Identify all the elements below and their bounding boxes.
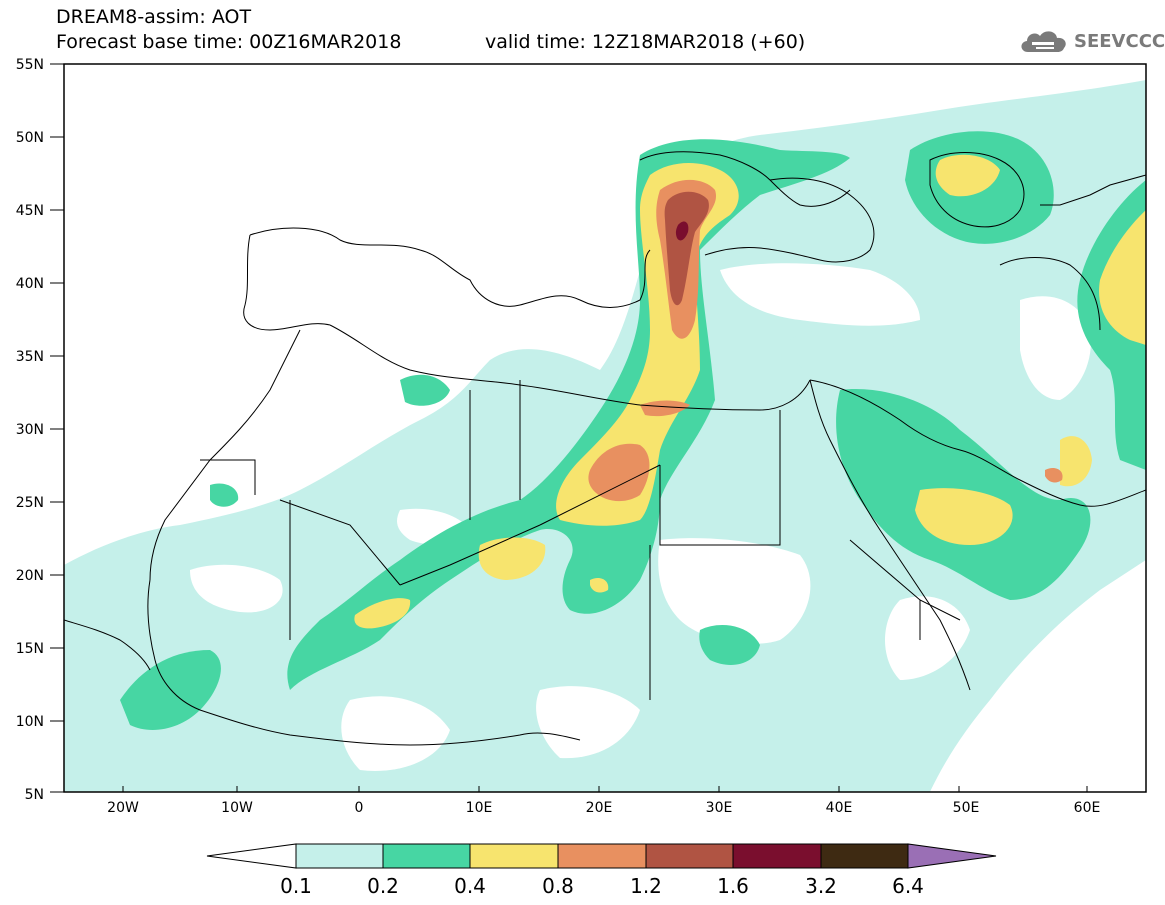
colorbar-box [557,843,647,869]
colorbar-lower-arrow [206,843,297,869]
map-ticks [122,786,1088,792]
valid-time: valid time: 12Z18MAR2018 (+60) [485,31,806,53]
longitude-labels: 20W 10W 0 10E 20E 30E 40E 50E 60E [107,800,1100,816]
lat-label: 30N [16,422,44,438]
colorbar-label: 3.2 [805,874,837,898]
colorbar-label: 1.2 [630,874,662,898]
colorbar-labels: 0.1 0.2 0.4 0.8 1.2 1.6 3.2 6.4 [280,874,924,898]
lat-label: 50N [16,130,44,146]
colorbar-upper-arrow [907,843,997,869]
lat-label: 45N [16,203,44,219]
colorbar-label: 0.1 [280,874,312,898]
lon-label: 20W [107,800,139,816]
colorbar-box [382,843,471,869]
lat-label: 15N [16,641,44,657]
forecast-base-time: Forecast base time: 00Z16MAR2018 [56,31,402,53]
lon-label: 20E [586,800,613,816]
aot-level-1.2 [664,191,709,306]
lon-label: 60E [1074,800,1101,816]
latitude-labels: 55N 50N 45N 40N 35N 30N 25N 20N 15N 10N … [16,57,44,803]
lon-label: 0 [355,800,364,816]
colorbar-box [295,843,384,869]
lon-label: 40E [826,800,853,816]
lat-label: 55N [16,57,44,73]
logo-text: SEEVCCC [1074,30,1165,52]
lat-label: 5N [25,787,44,803]
seevccc-logo: SEEVCCC [1018,26,1165,56]
lon-label: 50E [953,800,980,816]
colorbar-box [469,843,559,869]
lat-ticks [50,63,64,793]
lon-label: 10E [466,800,493,816]
colorbar-label: 1.6 [717,874,749,898]
lat-label: 40N [16,276,44,292]
cloud-icon [1021,31,1066,52]
colorbar-box [645,843,734,869]
colorbar-box [732,843,822,869]
colorbar-label: 0.2 [367,874,399,898]
colorbar-box [820,843,909,869]
lat-label: 20N [16,568,44,584]
coastlines-and-borders [64,151,1146,746]
colorbar-label: 6.4 [892,874,924,898]
lon-label: 10W [221,800,253,816]
colorbar-label: 0.8 [542,874,574,898]
lat-label: 10N [16,714,44,730]
lat-label: 25N [16,495,44,511]
map-title: DREAM8-assim: AOT [56,6,252,28]
map-frame [63,63,1147,793]
low-aot-areas [64,64,1146,792]
aot-level-1.6 [675,221,689,241]
lat-label: 35N [16,349,44,365]
lon-label: 30E [706,800,733,816]
colorbar-label: 0.4 [454,874,486,898]
